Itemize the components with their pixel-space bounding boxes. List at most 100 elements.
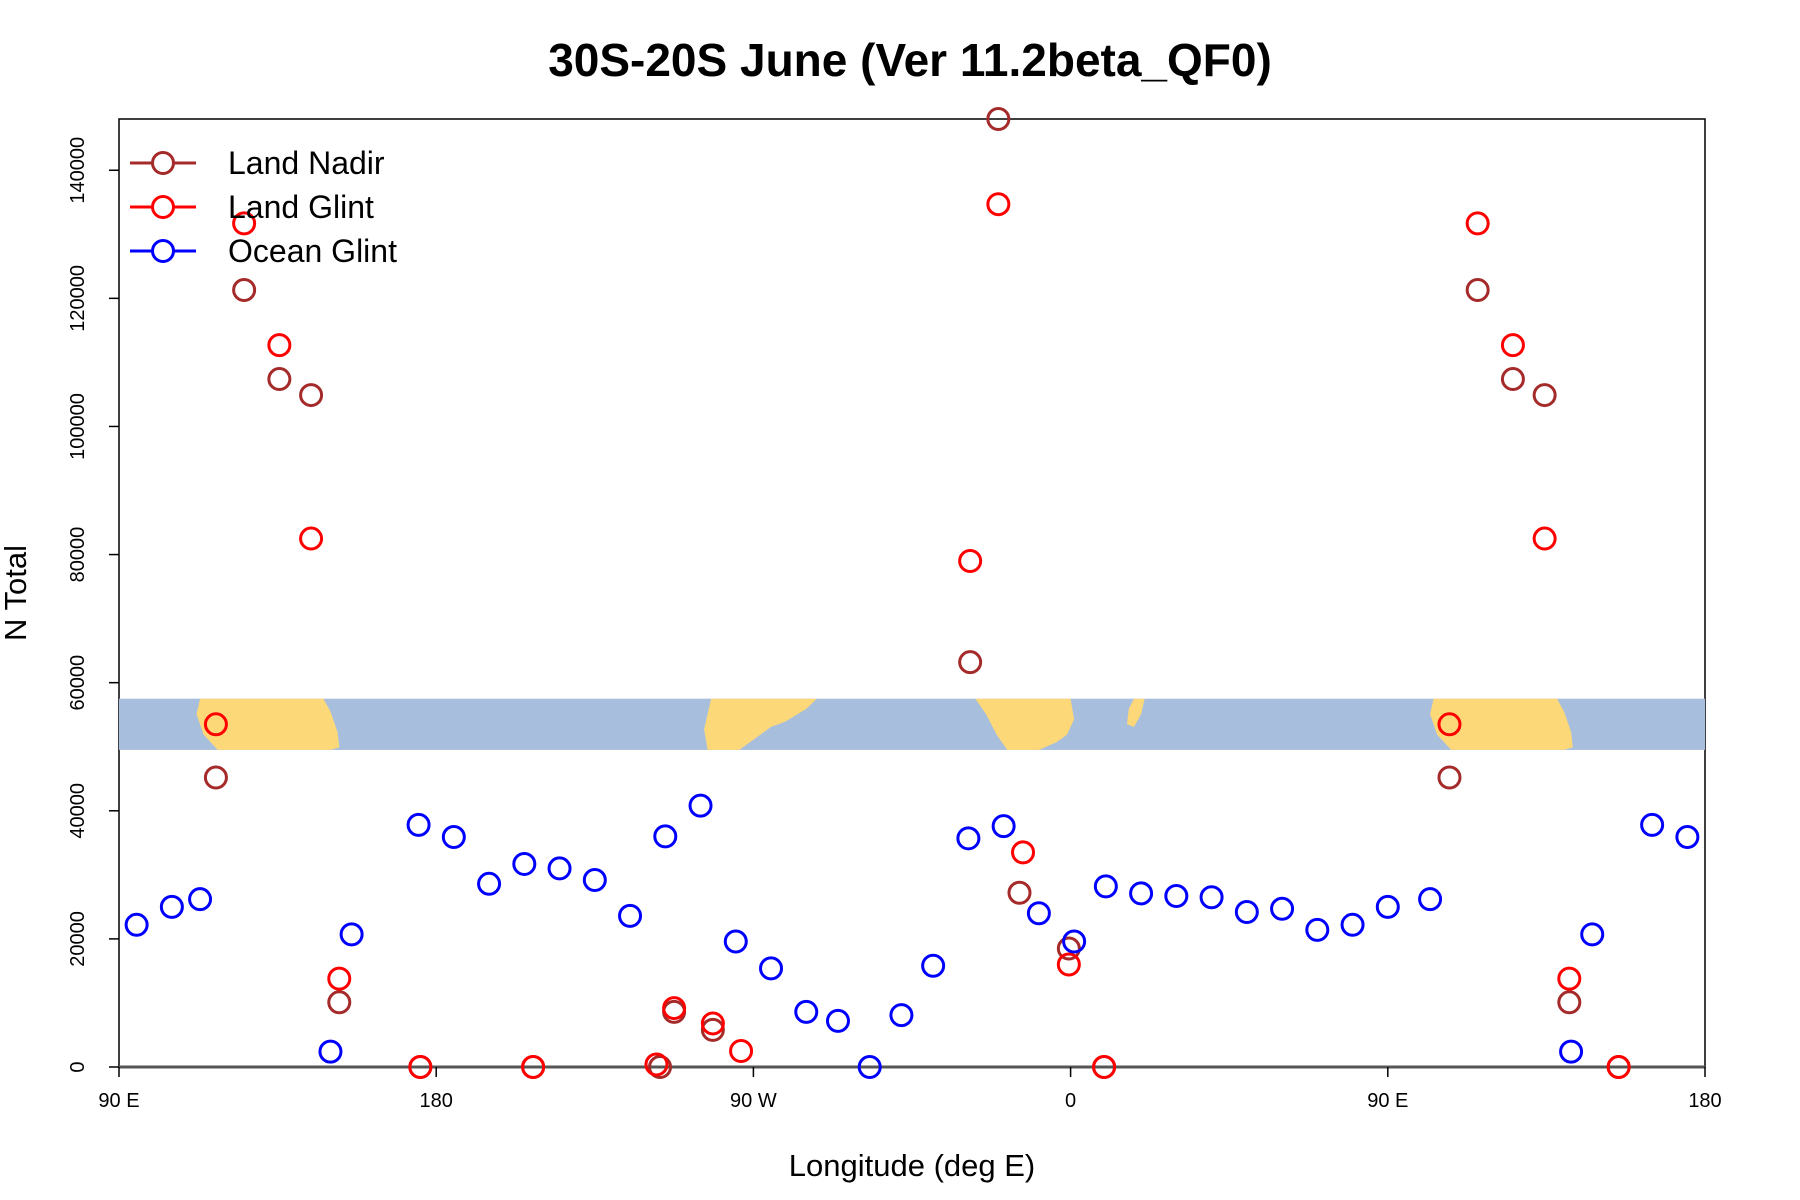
y-tick-label: 20000 xyxy=(67,911,89,967)
y-axis-title: N Total xyxy=(0,545,33,641)
y-tick-label: 120000 xyxy=(67,265,89,332)
map-land xyxy=(196,698,1573,750)
x-axis-title: Longitude (deg E) xyxy=(789,1148,1035,1183)
map-landmass xyxy=(704,698,817,750)
data-point xyxy=(521,1055,546,1079)
y-tick-label: 0 xyxy=(67,1061,89,1072)
data-point xyxy=(327,990,352,1015)
data-point xyxy=(986,107,1011,131)
data-point xyxy=(1532,383,1557,408)
y-tick-label: 100000 xyxy=(67,393,89,460)
data-point xyxy=(1532,526,1557,551)
y-tick-label: 80000 xyxy=(67,527,89,583)
data-point xyxy=(958,650,983,675)
data-point xyxy=(653,824,678,849)
data-point xyxy=(1011,840,1036,865)
data-point xyxy=(267,333,292,358)
data-point xyxy=(188,887,213,912)
data-point xyxy=(889,1003,914,1028)
series-ocean-glint xyxy=(124,793,1700,1079)
legend-marker xyxy=(151,195,175,219)
data-point xyxy=(1465,278,1490,303)
data-point xyxy=(700,1017,725,1042)
data-point xyxy=(1557,990,1582,1015)
legend-label: Land Nadir xyxy=(228,145,385,181)
data-point xyxy=(582,867,607,892)
x-axis: 90 E 180 90 W 0 90 E 180 xyxy=(98,1067,1722,1112)
x-tick-label: 180 xyxy=(1688,1090,1721,1112)
data-point xyxy=(1437,765,1462,790)
data-point xyxy=(700,1011,725,1036)
map-landmass xyxy=(1430,698,1573,750)
data-point xyxy=(1062,929,1087,954)
data-point xyxy=(1580,922,1605,947)
data-point xyxy=(1675,825,1700,850)
data-point xyxy=(406,812,431,837)
y-tick-label: 140000 xyxy=(67,137,89,204)
legend-marker xyxy=(151,239,175,263)
data-point xyxy=(441,825,466,850)
map-landmass xyxy=(196,698,340,750)
data-point xyxy=(921,953,946,978)
map-landmass xyxy=(1127,698,1145,727)
data-point xyxy=(1056,952,1081,977)
data-point xyxy=(1093,874,1118,899)
data-point xyxy=(203,712,228,737)
data-point xyxy=(232,278,257,303)
data-point xyxy=(1437,712,1462,737)
data-point xyxy=(124,912,149,937)
data-point xyxy=(794,999,819,1024)
data-point xyxy=(958,548,983,573)
legend-label: Ocean Glint xyxy=(228,233,397,269)
data-point xyxy=(1305,917,1330,942)
data-point xyxy=(1007,880,1032,905)
data-points xyxy=(124,107,1700,1079)
data-point xyxy=(512,851,537,876)
x-tick-label: 0 xyxy=(1065,1090,1076,1112)
data-point xyxy=(232,211,257,236)
chart-title: 30S-20S June (Ver 11.2beta_QF0) xyxy=(548,34,1272,86)
data-point xyxy=(1164,883,1189,908)
y-tick-label: 40000 xyxy=(67,783,89,839)
x-tick-label: 180 xyxy=(420,1090,453,1112)
data-point xyxy=(1465,211,1490,236)
data-point xyxy=(299,526,324,551)
data-point xyxy=(662,996,687,1021)
data-point xyxy=(1606,1055,1631,1079)
map-strip xyxy=(119,698,1705,750)
data-point xyxy=(1092,1055,1117,1079)
data-point xyxy=(318,1039,343,1064)
data-point xyxy=(547,856,572,881)
data-point xyxy=(1559,1039,1584,1064)
series-land-glint xyxy=(203,192,1631,1079)
data-point xyxy=(203,765,228,790)
data-point xyxy=(1500,367,1525,392)
data-point xyxy=(1418,887,1443,912)
data-point xyxy=(299,383,324,408)
data-point xyxy=(1340,912,1365,937)
data-point xyxy=(1234,899,1259,924)
data-point xyxy=(723,929,748,954)
legend-marker xyxy=(151,151,175,175)
series-land-nadir xyxy=(203,107,1631,1079)
data-point xyxy=(825,1008,850,1033)
data-point xyxy=(618,903,643,928)
legend-label: Land Glint xyxy=(228,189,374,225)
map-landmass xyxy=(975,698,1075,750)
data-point xyxy=(857,1055,882,1079)
x-tick-label: 90 W xyxy=(730,1090,777,1112)
data-point xyxy=(408,1055,433,1079)
data-point xyxy=(688,793,713,818)
data-point xyxy=(644,1052,669,1077)
data-point xyxy=(648,1055,673,1079)
legend: Land Nadir Land Glint Ocean Glint xyxy=(130,145,397,269)
x-tick-label: 90 E xyxy=(1367,1090,1408,1112)
data-point xyxy=(1270,896,1295,921)
data-point xyxy=(759,956,784,981)
data-point xyxy=(729,1038,754,1063)
x-tick-label: 90 E xyxy=(98,1090,139,1112)
data-point xyxy=(1129,881,1154,906)
data-point xyxy=(339,922,364,947)
data-point xyxy=(267,367,292,392)
